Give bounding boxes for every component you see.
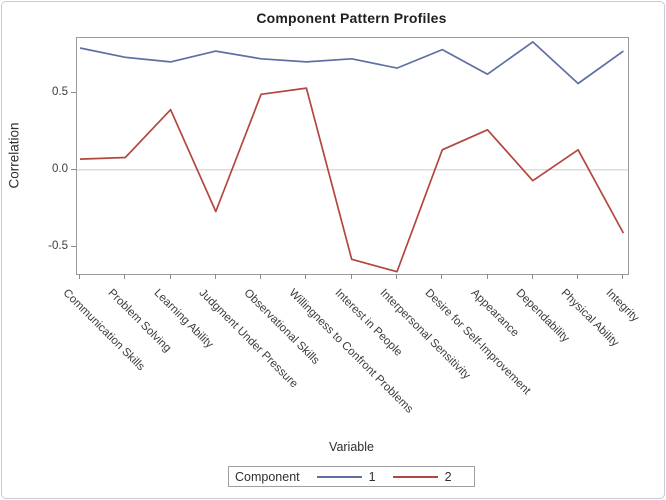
x-tick-mark [79,274,80,279]
x-category-label: Communication Skills [60,287,147,374]
x-tick-mark [395,274,397,279]
legend-title: Component [235,469,300,484]
y-tick-mark [71,91,76,93]
series-line-component-2 [79,87,625,273]
x-tick-mark [486,274,488,279]
x-tick-mark [305,274,307,279]
legend-line-sample-component-1 [316,475,362,478]
series-lines-svg [77,41,628,273]
y-tick-mark [71,168,76,170]
x-tick-mark [260,274,262,279]
y-tick-mark [71,246,76,247]
x-tick-mark [350,274,352,279]
x-axis-title: Variable [329,440,374,454]
x-tick-mark [214,274,216,279]
series-line-component-1 [79,41,624,85]
y-tick-label: 0.5 [52,85,68,98]
x-tick-mark [531,274,533,279]
x-tick-mark [577,274,579,279]
x-tick-mark [169,274,171,279]
plot-area [76,37,629,275]
legend-label-component-2: 2 [444,469,452,484]
y-tick-label: -0.5 [48,240,68,252]
y-tick-label: 0.0 [52,162,68,175]
x-tick-mark [622,274,624,279]
x-category-label: Integrity [603,287,642,325]
x-category-label: Observational Skills [241,287,322,367]
legend: Component 1 2 [228,466,475,487]
legend-label-component-1: 1 [368,469,376,484]
chart-title: Component Pattern Profiles [256,10,447,26]
legend-line-sample-component-2 [392,475,438,478]
x-category-label: Interpersonal Sensitivity [377,287,473,382]
x-tick-mark [441,274,443,279]
y-axis-title: Correlation [6,122,22,189]
x-tick-mark [124,274,126,279]
